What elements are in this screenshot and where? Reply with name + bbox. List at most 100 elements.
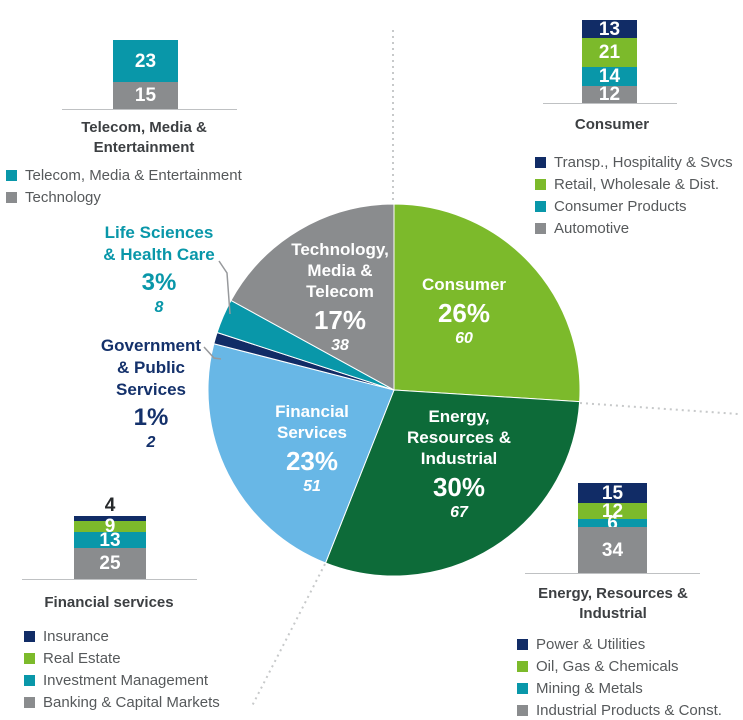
slice-count: 2: [146, 434, 156, 451]
legend-item: Real Estate: [24, 647, 220, 669]
slice-percent: 23%: [285, 446, 339, 476]
legend-label: Oil, Gas & Chemicals: [536, 657, 679, 675]
axis-baseline: [22, 579, 197, 580]
legend-swatch: [517, 638, 528, 650]
chart-legend: Power & Utilities Oil, Gas & Chemicals Min…: [517, 633, 722, 720]
legend-label: Investment Management: [43, 671, 209, 689]
callout-government: Government & Public Services 1% 2: [101, 335, 201, 453]
bar-value-label-outside: 4: [104, 495, 116, 516]
slice-name: Telecom: [306, 282, 374, 301]
legend-item: Power & Utilities: [517, 633, 722, 655]
legend-swatch: [24, 630, 35, 642]
bar-segment: 12: [582, 84, 637, 105]
pie-slice-label-financial: Financial Services 23% 51: [275, 401, 349, 497]
bar-segment: 25: [74, 548, 146, 579]
bar-value-label: 15: [601, 482, 624, 504]
slice-name: Media &: [307, 261, 373, 280]
bar-value-label: 15: [134, 85, 157, 106]
pie-slice-label-energy: Energy, Resources & Industrial 30% 67: [407, 406, 511, 523]
bar-segment: 9: [74, 517, 146, 536]
pie-slice-0: [393, 203, 581, 403]
slice-name: & Public: [116, 358, 186, 377]
legend-swatch: [535, 156, 546, 168]
slice-name: & Health Care: [103, 245, 215, 264]
pie-slice-label-consumer: Consumer 26% 60: [422, 274, 506, 349]
legend-item: Oil, Gas & Chemicals: [517, 655, 722, 677]
slice-name: Life Sciences: [104, 223, 214, 242]
bar-stack: 13 21 14 12: [582, 18, 637, 105]
chart-title-line: Telecom, Media &: [81, 119, 207, 136]
bar-value-label: 23: [134, 50, 157, 72]
bar-value-label: 12: [598, 84, 621, 105]
legend-swatch: [517, 660, 528, 672]
bar-value-label: 21: [598, 42, 621, 63]
slice-count: 38: [331, 337, 349, 354]
bar-value-label: 6: [607, 512, 618, 534]
bar-segment: 6: [578, 514, 647, 533]
leader-line-life-sciences: [218, 260, 231, 315]
bar-value-label: 25: [99, 553, 121, 574]
slice-count: 51: [303, 478, 321, 495]
chart-title-line: Financial services: [44, 594, 174, 611]
chart-legend: Insurance Real Estate Investment Managemen…: [24, 625, 220, 713]
bar-segment: 13: [582, 18, 637, 40]
legend-item: Industrial Products & Const.: [517, 699, 722, 720]
chart-title: Energy, Resources & Industrial: [538, 584, 688, 624]
bar-segment: 12: [578, 500, 647, 522]
legend-label: Insurance: [43, 627, 109, 645]
separator-dotted-line-right: [579, 402, 739, 415]
slice-name: Consumer: [421, 275, 507, 294]
legend-item: Automotive: [535, 217, 733, 239]
bar-value-label: 9: [104, 516, 116, 537]
slice-name: Government: [100, 336, 202, 355]
slice-name: Services: [277, 423, 347, 442]
bar-value-label: 14: [598, 66, 621, 87]
legend-item: Transp., Hospitality & Svcs: [535, 151, 733, 173]
chart-legend: Telecom, Media & Entertainment Technology: [6, 164, 242, 208]
chart-title-line: Entertainment: [93, 139, 195, 156]
axis-baseline: [62, 109, 237, 110]
slice-name: Industrial: [420, 449, 498, 468]
callout-life-sciences: Life Sciences & Health Care 3% 8: [103, 222, 214, 318]
chart-title: Telecom, Media & Entertainment: [81, 118, 207, 158]
legend-label: Banking & Capital Markets: [43, 693, 220, 711]
legend-item: Technology: [6, 186, 242, 208]
legend-label: Power & Utilities: [536, 635, 646, 653]
legend-label: Transp., Hospitality & Svcs: [554, 153, 733, 171]
legend-swatch: [535, 178, 546, 190]
slice-name: Energy,: [428, 407, 490, 426]
legend-swatch: [24, 652, 35, 664]
bar-value-label: 34: [601, 539, 624, 561]
bar-value-label: 13: [598, 18, 621, 40]
legend-label: Retail, Wholesale & Dist.: [554, 175, 720, 193]
legend-item: Consumer Products: [535, 195, 733, 217]
chart-title-line: Industrial: [579, 605, 647, 622]
chart-legend: Transp., Hospitality & Svcs Retail, Whole…: [535, 151, 733, 239]
pie-slice-label-tmt: Technology, Media & Telecom 17% 38: [291, 239, 389, 356]
slice-name: Services: [116, 380, 186, 399]
bar-segment: 34: [578, 527, 647, 573]
slice-count: 8: [154, 299, 164, 316]
legend-swatch: [535, 222, 546, 234]
legend-item: Banking & Capital Markets: [24, 691, 220, 713]
legend-swatch: [535, 200, 546, 212]
slice-percent: 26%: [437, 298, 491, 328]
legend-item: Mining & Metals: [517, 677, 722, 699]
legend-item: Investment Management: [24, 669, 220, 691]
axis-baseline: [525, 573, 700, 574]
legend-swatch: [6, 169, 17, 181]
bar-segment: 15: [113, 82, 178, 109]
legend-label: Automotive: [554, 219, 630, 237]
axis-baseline: [543, 103, 677, 104]
slice-percent: 1%: [133, 404, 169, 431]
bar-stack: 15 12 6 34: [578, 483, 647, 573]
bar-value-label: 13: [99, 529, 121, 551]
legend-label: Telecom, Media & Entertainment: [25, 166, 242, 184]
bar-value-label: 12: [601, 500, 624, 522]
legend-item: Telecom, Media & Entertainment: [6, 164, 242, 186]
slice-percent: 30%: [432, 472, 486, 502]
bar-segment: 13: [74, 529, 146, 551]
legend-item: Insurance: [24, 625, 220, 647]
slice-percent: 3%: [141, 269, 177, 296]
